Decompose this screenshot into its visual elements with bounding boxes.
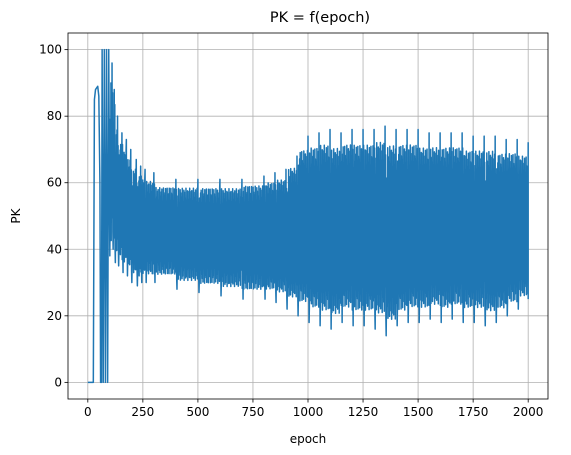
y-tick-label: 0 <box>54 375 62 389</box>
y-tick-label: 60 <box>47 176 62 190</box>
x-tick-label: 500 <box>186 405 209 419</box>
y-tick-label: 100 <box>39 43 62 57</box>
x-tick-label: 750 <box>242 405 265 419</box>
tick-layer: 0 250 500 750 1000 1250 1500 1750 2000 0 20 40 60 80 1… <box>39 43 543 419</box>
grid-layer <box>68 33 548 399</box>
x-tick-label: 2000 <box>513 405 544 419</box>
y-tick-label: 20 <box>47 309 62 323</box>
series-layer <box>87 48 529 384</box>
x-tick-label: 1750 <box>458 405 489 419</box>
x-tick-label: 1000 <box>293 405 324 419</box>
y-tick-label: 40 <box>47 242 62 256</box>
x-tick-label: 1500 <box>403 405 434 419</box>
y-tick-label: 80 <box>47 109 62 123</box>
x-tick-label: 250 <box>131 405 154 419</box>
x-tick-label: 1250 <box>348 405 379 419</box>
chart-title: PK = f(epoch) <box>270 10 370 26</box>
series-line <box>87 48 529 384</box>
y-axis-title: PK <box>9 207 23 223</box>
x-axis-title: epoch <box>290 432 327 446</box>
x-tick-label: 0 <box>84 405 92 419</box>
